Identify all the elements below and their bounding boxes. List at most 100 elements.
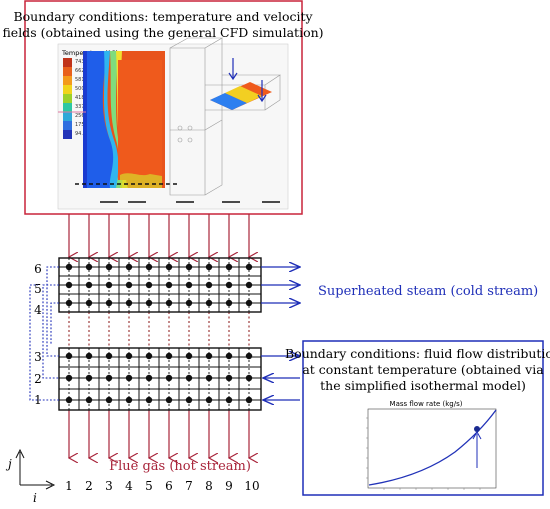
steam-return-path: [29, 266, 59, 401]
column-label: 1: [65, 479, 73, 493]
upper-grid: [58, 257, 262, 313]
colorbar-tick: 581.2: [75, 77, 89, 83]
column-label: 8: [205, 479, 213, 493]
grid-node: [185, 352, 193, 360]
grid-node: [125, 299, 133, 307]
grid-node: [105, 374, 113, 382]
grid-node: [225, 281, 233, 289]
hot-outlet-arrows: [69, 410, 249, 458]
column-label: 2: [85, 479, 93, 493]
row-label: 1: [34, 393, 42, 407]
boiler-wireframe: [169, 37, 281, 196]
row-label: 6: [34, 262, 42, 276]
colorbar: [63, 58, 72, 139]
grid-node: [145, 374, 153, 382]
column-labels: 1 2 3 4 5 6 7 8 9 10: [65, 479, 259, 493]
row-labels: 6 5 4 3 2 1: [34, 262, 42, 407]
grid-node: [165, 281, 173, 289]
grid-node: [205, 396, 213, 404]
grid-node: [85, 281, 93, 289]
column-label: 5: [145, 479, 153, 493]
mini-chart-title: Mass flow rate (kg/s): [390, 400, 463, 408]
column-label: 6: [165, 479, 173, 493]
grid-node: [85, 374, 93, 382]
grid-node: [165, 299, 173, 307]
grid-node: [245, 281, 253, 289]
grid-node: [125, 352, 133, 360]
grid-node: [145, 281, 153, 289]
grid-node: [205, 281, 213, 289]
grid-node: [125, 374, 133, 382]
grid-node: [245, 396, 253, 404]
cold-stream-label: Superheated steam (cold stream): [318, 284, 538, 299]
grid-node: [245, 352, 253, 360]
grid-node: [65, 374, 73, 382]
colorbar-tick: 418.8: [75, 95, 89, 101]
grid-node: [245, 374, 253, 382]
grid-node: [105, 263, 113, 271]
grid-node: [225, 352, 233, 360]
grid-node: [105, 352, 113, 360]
grid-node: [145, 263, 153, 271]
grid-node: [185, 396, 193, 404]
grid-node: [225, 299, 233, 307]
column-label: 10: [244, 479, 259, 493]
colorbar-tick: 743.5: [75, 59, 89, 65]
grid-node: [145, 299, 153, 307]
ij-axes: [15, 448, 56, 490]
temperature-field: [83, 51, 165, 188]
grid-node: [85, 352, 93, 360]
axis-i-label: i: [33, 491, 37, 505]
row-label: 4: [34, 303, 42, 317]
colorbar-ticks: 743.5 662.3 581.2 500.0 418.8 337.7 256.…: [75, 59, 89, 137]
grid-node: [125, 396, 133, 404]
grid-node: [125, 263, 133, 271]
grid-node: [65, 396, 73, 404]
grid-node: [185, 299, 193, 307]
hot-stream-label: Flue gas (hot stream): [109, 459, 251, 474]
grid-node: [105, 299, 113, 307]
grid-node: [65, 299, 73, 307]
grid-node: [185, 374, 193, 382]
grid-node: [105, 281, 113, 289]
column-label: 7: [185, 479, 193, 493]
grid-node: [65, 281, 73, 289]
grid-node: [145, 352, 153, 360]
grid-node: [85, 396, 93, 404]
flow-box-title-line2: at constant temperature (obtained via: [302, 362, 544, 377]
inlet-arrows: [228, 58, 267, 103]
grid-node: [165, 374, 173, 382]
grid-node: [165, 396, 173, 404]
heat-exchanger-slab: [210, 82, 272, 110]
flow-box-title-line1: Boundary conditions: fluid flow distribu…: [285, 346, 550, 361]
cfd-box-title-line1: Boundary conditions: temperature and vel…: [13, 9, 313, 24]
grid-node: [225, 396, 233, 404]
grid-node: [65, 263, 73, 271]
flow-box-title-line3: the simplified isothermal model): [320, 378, 526, 393]
column-label: 3: [105, 479, 113, 493]
column-label: 9: [225, 479, 233, 493]
grid-node: [205, 352, 213, 360]
grid-node: [245, 263, 253, 271]
steam-outlet-arrows: [261, 267, 300, 356]
grid-node: [205, 374, 213, 382]
hot-inlet-arrows: [69, 214, 249, 257]
grid-node: [165, 352, 173, 360]
steam-inlet-arrows: [263, 378, 300, 400]
grid-node: [165, 263, 173, 271]
grid-node: [245, 299, 253, 307]
grid-node: [85, 263, 93, 271]
row-label: 3: [34, 350, 42, 364]
grid-node: [145, 396, 153, 404]
grid-node: [185, 263, 193, 271]
grid-node: [65, 352, 73, 360]
grid-gap-connectors: [68, 312, 250, 348]
colorbar-tick: 256.5: [75, 113, 89, 119]
grid-node: [105, 396, 113, 404]
row-label: 5: [34, 282, 42, 296]
mini-chart: [366, 408, 497, 490]
grid-node: [85, 299, 93, 307]
grid-node: [205, 299, 213, 307]
colorbar-tick: 94.2: [75, 131, 86, 137]
